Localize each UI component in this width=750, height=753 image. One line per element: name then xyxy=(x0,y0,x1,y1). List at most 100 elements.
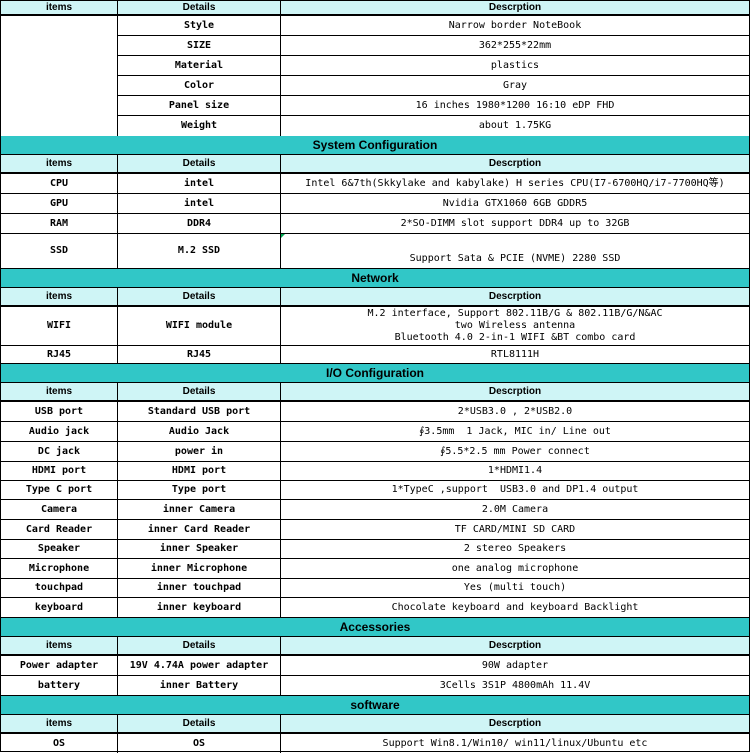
column-header-details: Details xyxy=(118,637,281,654)
table-row: keyboard inner keyboard Chocolate keyboard… xyxy=(1,598,749,618)
column-header-description: Descrption xyxy=(488,639,542,651)
detail-cell: Weight xyxy=(118,116,281,136)
detail-cell: 19V 4.74A power adapter xyxy=(118,656,281,675)
merged-rows-column: Style Narrow border NoteBook SIZE 362*255*2… xyxy=(118,16,749,136)
description-cell: RTL8111H xyxy=(281,346,749,363)
description-cell: 1*HDMI1.4 xyxy=(281,462,749,480)
detail-cell: HDMI port xyxy=(118,462,281,480)
item-cell: SSD xyxy=(1,234,118,268)
description-line: 2 stereo Speakers xyxy=(463,543,567,554)
table-row-group: Style Narrow border NoteBook SIZE 362*255*2… xyxy=(1,16,749,136)
description-cell: 2.0M Camera xyxy=(281,500,749,519)
table-row: RJ45 RJ45 RTL8111H xyxy=(1,346,749,364)
section-band-title: Accessories xyxy=(339,620,411,634)
description-line: 3Cells 3S1P 4800mAh 11.4V xyxy=(439,679,591,691)
column-header-row: items Details Descrption xyxy=(1,637,749,656)
description-cell: Nvidia GTX1060 6GB GDDR5 xyxy=(281,194,749,213)
description-cell: 90W adapter xyxy=(281,656,749,675)
section-band-title: Network xyxy=(351,271,399,285)
column-header-row: items Details Descrption xyxy=(1,715,749,734)
table-row: Type C port Type port 1*TypeC ,support USB… xyxy=(1,481,749,500)
description-cell: about 1.75KG xyxy=(281,116,749,136)
item-cell: GPU xyxy=(1,194,118,213)
table-row: touchpad inner touchpad Yes (multi touch) xyxy=(1,579,749,598)
table-row: Speaker inner Speaker 2 stereo Speakers xyxy=(1,540,749,559)
section-band-title: System Configuration xyxy=(312,138,438,152)
table-row: GPU intel Nvidia GTX1060 6GB GDDR5 xyxy=(1,194,749,214)
item-cell: Power adapter xyxy=(1,656,118,675)
table-row: Microphone inner Microphone one analog mic… xyxy=(1,559,749,579)
description-cell: 362*255*22mm xyxy=(281,36,749,55)
detail-cell: intel xyxy=(118,174,281,193)
description-line: Support Sata & PCIE (NVME) 2280 SSD xyxy=(409,253,621,264)
column-header-items: items xyxy=(1,715,118,732)
description-line: Nvidia GTX1060 6GB GDDR5 xyxy=(442,197,588,209)
detail-cell: Color xyxy=(118,76,281,95)
description-line: 2.0M Camera xyxy=(481,503,549,515)
table-row: HDMI port HDMI port 1*HDMI1.4 xyxy=(1,462,749,481)
description-cell: Narrow border NoteBook xyxy=(281,16,749,35)
description-line: plastics xyxy=(490,59,540,71)
table-row: Color Gray xyxy=(118,76,749,96)
table-row: Power adapter 19V 4.74A power adapter 90W … xyxy=(1,656,749,676)
description-line: Narrow border NoteBook xyxy=(448,19,582,31)
column-header-description: Descrption xyxy=(488,157,542,169)
column-header-items: items xyxy=(1,383,118,400)
column-header-row: items Details Descrption xyxy=(1,1,749,16)
description-line: Intel 6&7th(Skkylake and kabylake) H ser… xyxy=(305,177,725,189)
detail-cell: OS xyxy=(118,734,281,753)
description-cell: ∮5.5*2.5 mm Power connect xyxy=(281,442,749,461)
section-band-title: software xyxy=(350,698,400,712)
description-cell: M.2 interface, Support 802.11B/G & 802.1… xyxy=(281,307,749,345)
column-header-items: items xyxy=(1,155,118,172)
description-line: one analog microphone xyxy=(451,562,579,574)
description-cell: Support Win8.1/Win10/ win11/linux/Ubuntu… xyxy=(281,734,749,753)
table-row: Camera inner Camera 2.0M Camera xyxy=(1,500,749,520)
cell-corner-marker xyxy=(281,234,285,238)
detail-cell: Type port xyxy=(118,481,281,499)
section-band: I/O Configuration xyxy=(1,364,749,383)
description-line: ∮3.5mm 1 Jack, MIC in/ Line out xyxy=(419,425,611,437)
table-row: Card Reader inner Card Reader TF CARD/MINI… xyxy=(1,520,749,540)
detail-cell: intel xyxy=(118,194,281,213)
detail-cell: DDR4 xyxy=(118,214,281,233)
description-line: 362*255*22mm xyxy=(478,39,552,51)
item-cell: Camera xyxy=(1,500,118,519)
detail-cell: SIZE xyxy=(118,36,281,55)
column-header-details: Details xyxy=(118,383,281,400)
item-cell: RAM xyxy=(1,214,118,233)
detail-cell: inner Microphone xyxy=(118,559,281,578)
table-row: USB port Standard USB port 2*USB3.0 , 2*US… xyxy=(1,402,749,422)
item-cell: battery xyxy=(1,676,118,695)
description-cell: 16 inches 1980*1200 16:10 eDP FHD xyxy=(281,96,749,115)
table-row: battery inner Battery 3Cells 3S1P 4800mAh … xyxy=(1,676,749,696)
table-row: WIFI WIFI module M.2 interface, Support 80… xyxy=(1,307,749,346)
detail-cell: Audio Jack xyxy=(118,422,281,441)
column-header-details: Details xyxy=(118,288,281,305)
item-cell: Audio jack xyxy=(1,422,118,441)
description-cell: 2 stereo Speakers xyxy=(281,540,749,558)
merged-items-cell xyxy=(1,16,118,136)
description-line: Bluetooth 4.0 2-in-1 WIFI &BT combo card xyxy=(394,332,636,343)
detail-cell: inner touchpad xyxy=(118,579,281,597)
detail-cell: power in xyxy=(118,442,281,461)
description-line: two Wireless antenna xyxy=(454,320,576,331)
table-row: Material plastics xyxy=(118,56,749,76)
description-line: TF CARD/MINI SD CARD xyxy=(454,523,576,535)
description-cell: Yes (multi touch) xyxy=(281,579,749,597)
description-line: Yes (multi touch) xyxy=(463,582,567,593)
section-band: software xyxy=(1,696,749,715)
detail-cell: Style xyxy=(118,16,281,35)
detail-cell: M.2 SSD xyxy=(118,234,281,268)
item-cell: USB port xyxy=(1,402,118,421)
description-cell: 2*USB3.0 , 2*USB2.0 xyxy=(281,402,749,421)
table-row: SIZE 362*255*22mm xyxy=(118,36,749,56)
item-cell: CPU xyxy=(1,174,118,193)
column-header-description: Descrption xyxy=(488,1,542,13)
item-cell: Type C port xyxy=(1,481,118,499)
table-row: Style Narrow border NoteBook xyxy=(118,16,749,36)
detail-cell: inner Speaker xyxy=(118,540,281,558)
item-cell: OS xyxy=(1,734,118,753)
column-header-items: items xyxy=(1,637,118,654)
column-header-description: Descrption xyxy=(488,290,542,302)
